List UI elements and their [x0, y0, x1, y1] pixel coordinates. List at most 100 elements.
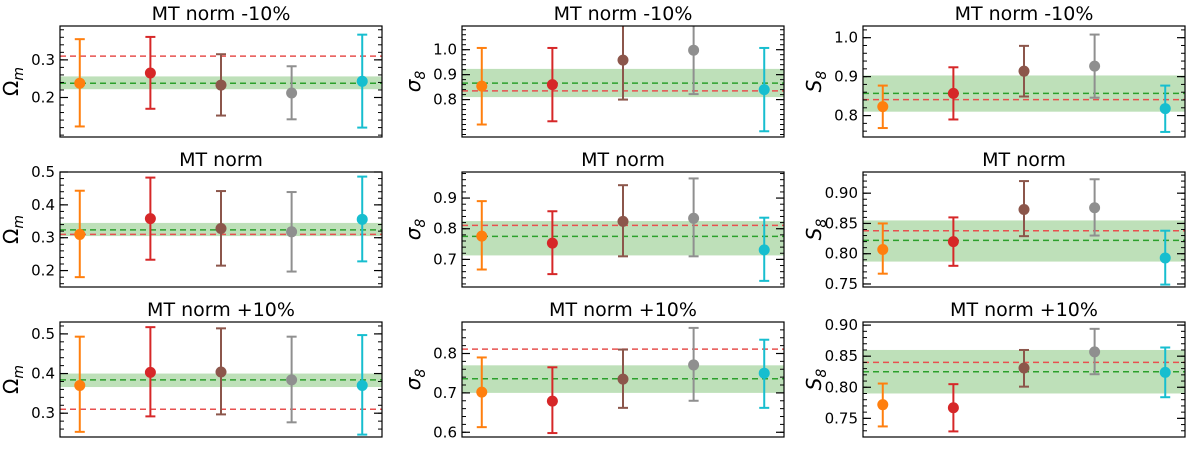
data-point-4: [286, 65, 298, 121]
marker: [758, 244, 770, 256]
marker: [617, 215, 629, 227]
marker: [758, 367, 770, 379]
panel-title: MT norm -10%: [955, 3, 1094, 25]
data-point-2: [947, 216, 959, 267]
data-point-5: [1159, 84, 1171, 133]
axes-frame: [59, 321, 383, 438]
y-tick-label: 0.75: [825, 409, 858, 427]
plot-area: [863, 327, 1185, 433]
marker: [286, 226, 298, 238]
axes-frame: [461, 171, 785, 288]
marker: [1089, 202, 1101, 214]
marker: [1018, 204, 1030, 216]
plot-area: [462, 177, 784, 282]
marker: [1089, 346, 1101, 358]
plot-area: [863, 178, 1185, 286]
y-tick-label: 0.4: [31, 196, 55, 214]
data-point-4: [1089, 178, 1101, 237]
y-tick-label: 0.2: [31, 262, 55, 280]
y-tick-label: 0.7: [433, 250, 457, 268]
y-tick-label: 0.3: [31, 51, 55, 69]
marker: [74, 77, 86, 89]
axes-frame: [461, 321, 785, 438]
panel-6: 0.75 0.80 0.85 0.90 MT norm S8: [802, 149, 1186, 293]
axes-frame: [862, 25, 1186, 138]
y-tick-label: 0.75: [825, 275, 858, 293]
data-point-1: [74, 38, 86, 128]
data-point-4: [688, 177, 700, 258]
marker: [688, 44, 700, 56]
y-tick-label: 1.0: [834, 29, 858, 47]
data-point-3: [617, 348, 629, 409]
data-point-4: [1089, 327, 1101, 376]
marker: [758, 84, 770, 96]
data-point-3: [215, 190, 227, 267]
axes-frame: [59, 171, 383, 288]
panel-title: MT norm +10%: [549, 299, 697, 321]
y-axis-label: S8: [802, 71, 830, 93]
y-axis-label: Ωm: [0, 67, 27, 96]
data-point-5: [356, 33, 368, 129]
plot-area: [863, 33, 1185, 133]
data-point-3: [1018, 44, 1030, 98]
y-tick-label: 0.3: [31, 229, 55, 247]
data-point-3: [1018, 180, 1030, 238]
data-point-5: [356, 175, 368, 263]
y-axis-label: S8: [802, 369, 830, 391]
data-point-4: [688, 26, 700, 96]
data-point-5: [356, 334, 368, 436]
marker: [546, 237, 558, 249]
data-point-1: [74, 335, 86, 433]
marker: [356, 379, 368, 391]
marker: [215, 79, 227, 91]
data-point-2: [947, 66, 959, 121]
panel-3: 0.8 0.9 1.0 MT norm -10% S8: [802, 3, 1186, 138]
data-point-4: [1089, 33, 1101, 99]
data-point-2: [546, 366, 558, 435]
y-tick-label: 0.8: [433, 220, 457, 238]
data-point-2: [546, 210, 558, 276]
y-tick-label: 0.5: [31, 163, 55, 181]
marker: [877, 101, 889, 113]
plot-area: [60, 33, 382, 129]
y-axis-label: Ωm: [0, 215, 27, 244]
y-axis-label: σ8: [401, 219, 429, 241]
data-point-3: [215, 53, 227, 117]
marker: [617, 54, 629, 66]
data-point-5: [758, 338, 770, 409]
marker: [947, 87, 959, 99]
marker: [476, 230, 488, 242]
data-point-2: [144, 176, 156, 261]
marker: [215, 223, 227, 235]
y-tick-label: 0.8: [433, 91, 457, 109]
marker: [1018, 362, 1030, 374]
y-tick-label: 1.0: [433, 41, 457, 59]
data-point-3: [617, 26, 629, 101]
axes-frame: [59, 25, 383, 138]
marker: [1089, 60, 1101, 72]
panel-8: 0.6 0.7 0.8 MT norm +10% σ8: [401, 299, 785, 441]
data-point-1: [877, 222, 889, 275]
data-point-1: [476, 200, 488, 271]
panel-title: MT norm +10%: [147, 299, 295, 321]
panel-7: 0.3 0.4 0.5 MT norm +10% Ωm: [0, 299, 383, 438]
marker: [144, 67, 156, 79]
data-point-2: [144, 326, 156, 418]
marker: [356, 75, 368, 87]
panel-4: 0.2 0.3 0.4 0.5 MT norm Ωm: [0, 149, 383, 288]
panel-title: MT norm: [982, 149, 1066, 171]
data-point-1: [877, 84, 889, 130]
panel-2: 0.8 0.9 1.0 MT norm -10% σ8: [401, 3, 785, 138]
y-tick-label: 0.9: [433, 189, 457, 207]
marker: [1018, 65, 1030, 77]
plot-area: [60, 326, 382, 436]
panel-title: MT norm: [179, 149, 263, 171]
y-tick-label: 0.2: [31, 88, 55, 106]
y-tick-label: 0.80: [825, 245, 858, 263]
marker: [286, 87, 298, 99]
panel-9: 0.75 0.80 0.85 0.90 MT norm +10% S8: [802, 299, 1186, 438]
data-point-1: [877, 382, 889, 428]
y-axis-label: S8: [802, 219, 830, 241]
data-point-3: [1018, 348, 1030, 388]
